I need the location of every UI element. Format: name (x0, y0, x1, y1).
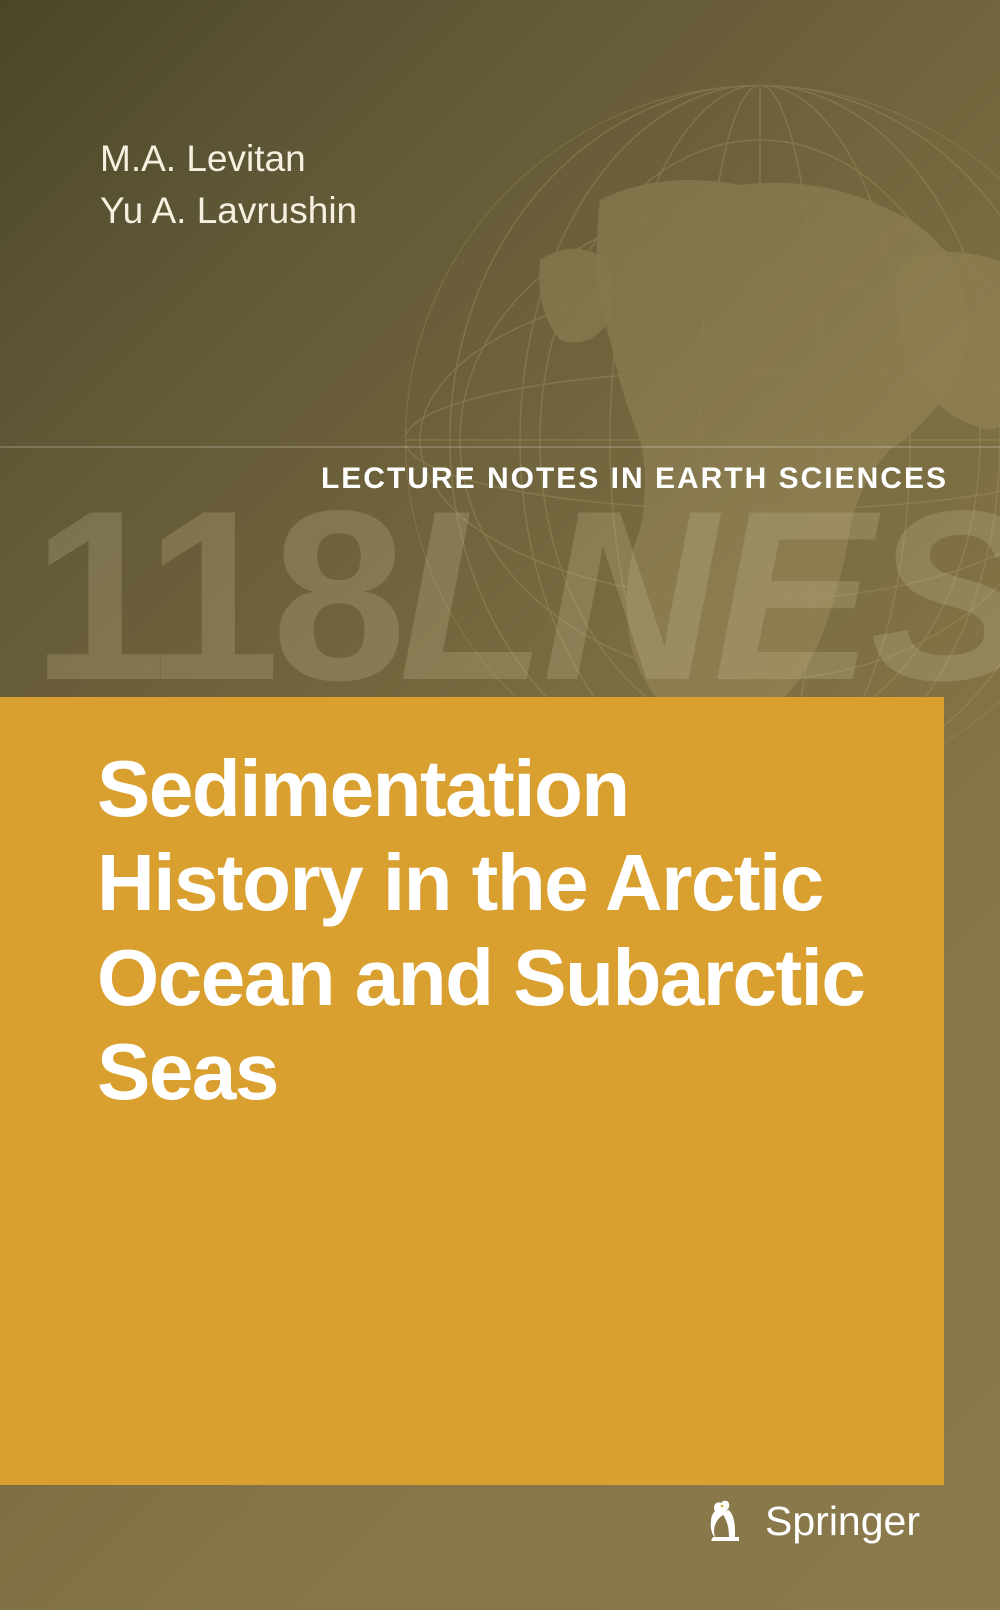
book-cover: M.A. Levitan Yu A. Lavrushin LECTURE NOT… (0, 0, 1000, 1610)
publisher-block: Springer (699, 1495, 920, 1547)
divider-line (0, 446, 1000, 448)
book-title: Sedimentation History in the Arctic Ocea… (97, 742, 884, 1120)
publisher-name: Springer (765, 1498, 920, 1545)
title-block: Sedimentation History in the Arctic Ocea… (0, 697, 944, 1485)
volume-number-watermark: 118 (32, 494, 398, 700)
authors-block: M.A. Levitan Yu A. Lavrushin (100, 133, 357, 237)
author-line-1: M.A. Levitan (100, 133, 357, 185)
series-abbr-watermark: LNES (398, 494, 1000, 700)
author-line-2: Yu A. Lavrushin (100, 185, 357, 237)
series-watermark: 118 LNES (0, 494, 1000, 700)
springer-horse-icon (699, 1495, 751, 1547)
